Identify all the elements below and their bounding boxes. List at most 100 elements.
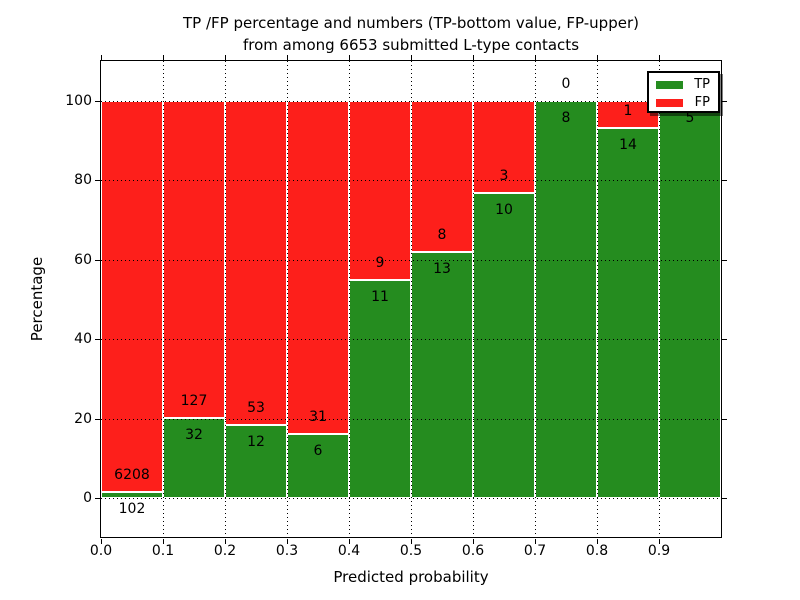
bar-tp-segment xyxy=(597,127,659,498)
bar-tp-count-label: 5 xyxy=(685,110,695,126)
x-tick-top xyxy=(597,55,598,60)
x-gridline xyxy=(225,61,226,537)
x-tick-label: 0.0 xyxy=(89,543,113,559)
chart-title-line1: TP /FP percentage and numbers (TP-bottom… xyxy=(183,14,639,32)
bar-fp-count-label: 8 xyxy=(437,227,447,244)
bar-tp-segment xyxy=(473,192,535,498)
bar-tp-count-label: 102 xyxy=(118,500,146,517)
y-tick-left xyxy=(95,180,100,182)
y-tick-label: 40 xyxy=(74,331,92,348)
y-axis-label: Percentage xyxy=(28,256,46,342)
bar-fp-count-label: 31 xyxy=(309,408,327,425)
y-tick-label: 60 xyxy=(74,251,92,268)
chart-title-line2: from among 6653 submitted L-type contact… xyxy=(242,36,580,54)
x-tick-label: 0.3 xyxy=(275,543,299,559)
bar-tp-count-label: 14 xyxy=(619,136,637,153)
x-tick-bottom xyxy=(411,539,412,544)
y-tick-left xyxy=(95,259,100,261)
y-tick-label: 100 xyxy=(65,93,92,109)
x-gridline xyxy=(659,61,660,537)
bar-fp-count-label: 127 xyxy=(180,393,208,410)
legend-item-fp: FP xyxy=(656,94,710,112)
bar-tp-count-label: 8 xyxy=(561,110,571,126)
bar-fp-count-label: 3 xyxy=(499,167,509,184)
y-tick-right xyxy=(722,101,727,102)
bar-tp-segment xyxy=(349,279,411,498)
x-tick-bottom xyxy=(659,539,660,544)
x-tick-bottom xyxy=(597,539,598,544)
bar-tp-segment xyxy=(101,491,163,498)
y-tick-right xyxy=(722,498,727,499)
legend-swatch-tp-icon xyxy=(656,81,683,89)
bar-tp-segment xyxy=(411,252,473,498)
x-gridline xyxy=(411,61,412,537)
x-tick-bottom xyxy=(535,539,536,544)
bar-tp-count-label: 11 xyxy=(371,288,389,305)
x-tick-top xyxy=(349,55,350,60)
x-gridline xyxy=(163,61,164,537)
x-tick-bottom xyxy=(163,539,164,544)
bar-fp-count-label: 9 xyxy=(375,254,385,271)
bar-fp-segment xyxy=(411,101,473,253)
x-tick-top xyxy=(287,55,288,60)
x-gridline xyxy=(597,61,598,537)
bar-fp-count-label: 1 xyxy=(623,102,633,119)
y-tick-right xyxy=(722,339,727,341)
y-tick-left xyxy=(95,101,100,102)
bar-fp-segment xyxy=(287,101,349,434)
legend-item-tp: TP xyxy=(656,76,710,94)
bar-tp-count-label: 32 xyxy=(185,427,203,444)
bar-fp-segment xyxy=(101,101,163,492)
bar-tp-segment xyxy=(287,433,349,498)
x-tick-top xyxy=(101,55,102,60)
x-tick-label: 0.5 xyxy=(399,543,423,559)
x-tick-top xyxy=(225,55,226,60)
x-tick-top xyxy=(473,55,474,60)
x-gridline xyxy=(473,61,474,537)
x-gridline xyxy=(535,61,536,537)
x-gridline xyxy=(287,61,288,537)
bar-tp-count-label: 6 xyxy=(313,442,323,459)
bar-tp-segment xyxy=(225,424,287,498)
x-tick-top xyxy=(659,55,660,60)
chart-title: TP /FP percentage and numbers (TP-bottom… xyxy=(183,12,639,56)
x-tick-bottom xyxy=(287,539,288,544)
bar-tp-count-label: 13 xyxy=(433,261,451,278)
y-tick-label: 0 xyxy=(83,490,92,506)
y-tick-label: 20 xyxy=(74,410,92,427)
x-tick-top xyxy=(163,55,164,60)
x-tick-bottom xyxy=(473,539,474,544)
bar-fp-segment xyxy=(597,101,659,128)
y-tick-label: 80 xyxy=(74,172,92,189)
bar-tp-count-label: 10 xyxy=(495,201,513,218)
y-tick-right xyxy=(722,259,727,261)
legend: TP FP xyxy=(647,71,720,113)
x-tick-bottom xyxy=(225,539,226,544)
x-tick-label: 0.7 xyxy=(523,543,547,559)
legend-label-tp: TP xyxy=(694,77,710,92)
legend-label-fp: FP xyxy=(694,95,710,110)
x-tick-bottom xyxy=(101,539,102,544)
bar-fp-segment xyxy=(473,101,535,193)
plot-area: 6208 102 127 32 53 12 31 6 9 11 8 13 3 10 0 8 1 14 5 TP FP xyxy=(100,60,722,538)
bar-tp-segment xyxy=(163,418,225,498)
y-tick-right xyxy=(722,418,727,420)
x-tick-top xyxy=(535,55,536,60)
y-tick-left xyxy=(95,339,100,341)
bar-fp-count-label: 6208 xyxy=(114,466,150,483)
x-tick-top xyxy=(411,55,412,60)
x-gridline xyxy=(349,61,350,537)
x-tick-label: 0.2 xyxy=(213,543,237,559)
bar-fp-count-label: 0 xyxy=(561,76,571,92)
y-tick-left xyxy=(95,498,100,499)
bar-tp-segment xyxy=(659,101,721,498)
x-tick-label: 0.1 xyxy=(151,543,175,559)
x-tick-label: 0.8 xyxy=(585,543,609,559)
x-tick-bottom xyxy=(349,539,350,544)
bar-tp-segment xyxy=(535,101,597,498)
bar-tp-count-label: 12 xyxy=(247,433,265,450)
x-tick-label: 0.9 xyxy=(647,543,671,559)
y-tick-left xyxy=(95,418,100,420)
x-axis-label: Predicted probability xyxy=(333,568,489,586)
